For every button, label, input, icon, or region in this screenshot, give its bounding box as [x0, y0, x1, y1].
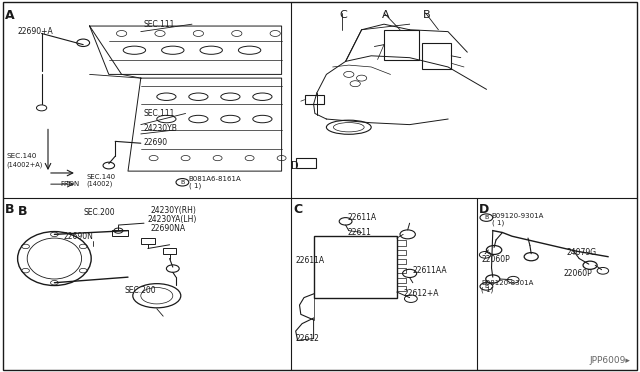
Text: B081A6-8161A: B081A6-8161A — [189, 176, 241, 182]
Text: 24079G: 24079G — [566, 248, 596, 257]
Text: 22611A: 22611A — [296, 256, 325, 265]
Bar — [397, 278, 406, 283]
Bar — [384, 30, 419, 60]
Text: 22612+A: 22612+A — [403, 289, 438, 298]
Text: JPP6009▸: JPP6009▸ — [589, 356, 630, 365]
Text: ( 1): ( 1) — [492, 219, 504, 226]
Text: SEC.200: SEC.200 — [83, 208, 115, 217]
Text: D: D — [479, 203, 489, 216]
Bar — [397, 250, 406, 255]
Text: B: B — [422, 10, 430, 20]
Text: (14002+A): (14002+A) — [6, 161, 43, 168]
Text: D: D — [291, 161, 299, 170]
Text: 24230YB: 24230YB — [144, 124, 178, 133]
Text: A: A — [5, 9, 15, 22]
Text: C: C — [293, 203, 302, 216]
Text: C: C — [339, 10, 347, 20]
Bar — [314, 236, 397, 298]
Bar — [397, 240, 406, 246]
Text: B: B — [484, 215, 488, 220]
Text: B09120-9301A: B09120-9301A — [492, 213, 544, 219]
Text: 22060P: 22060P — [563, 269, 592, 278]
Text: 22611AA: 22611AA — [413, 266, 447, 275]
Text: B: B — [18, 205, 28, 218]
Text: 22611: 22611 — [348, 228, 371, 237]
Bar — [296, 158, 316, 168]
Text: 24230YA(LH): 24230YA(LH) — [147, 215, 196, 224]
Text: 24230Y(RH): 24230Y(RH) — [150, 206, 196, 215]
Text: SEC.140: SEC.140 — [6, 153, 36, 159]
Text: B: B — [5, 203, 15, 216]
Bar — [397, 286, 406, 291]
Text: ( 1): ( 1) — [189, 182, 201, 189]
Text: B: B — [484, 284, 488, 289]
Text: 22690N: 22690N — [64, 232, 94, 241]
Text: 22690+A: 22690+A — [18, 27, 54, 36]
Text: B08120-8301A: B08120-8301A — [481, 280, 534, 286]
Bar — [141, 238, 155, 244]
Text: 22612: 22612 — [296, 334, 319, 343]
Bar — [422, 43, 451, 69]
Text: SEC.111: SEC.111 — [144, 20, 175, 29]
Text: FRDN: FRDN — [61, 181, 80, 187]
Text: ( 1): ( 1) — [481, 287, 493, 294]
Text: 22690NA: 22690NA — [150, 224, 186, 232]
Text: SEC.111: SEC.111 — [144, 109, 175, 118]
Text: 22611A: 22611A — [348, 213, 377, 222]
Text: B: B — [180, 180, 184, 185]
Text: SEC.140: SEC.140 — [86, 174, 116, 180]
Bar — [397, 268, 406, 273]
Text: 22060P: 22060P — [481, 255, 510, 264]
Bar — [112, 230, 128, 236]
Bar — [163, 248, 176, 254]
Text: A: A — [382, 10, 390, 20]
Text: 22690: 22690 — [144, 138, 168, 147]
Bar — [305, 95, 324, 104]
Bar — [397, 259, 406, 264]
Text: SEC.200: SEC.200 — [125, 286, 156, 295]
Text: (14002): (14002) — [86, 180, 113, 187]
